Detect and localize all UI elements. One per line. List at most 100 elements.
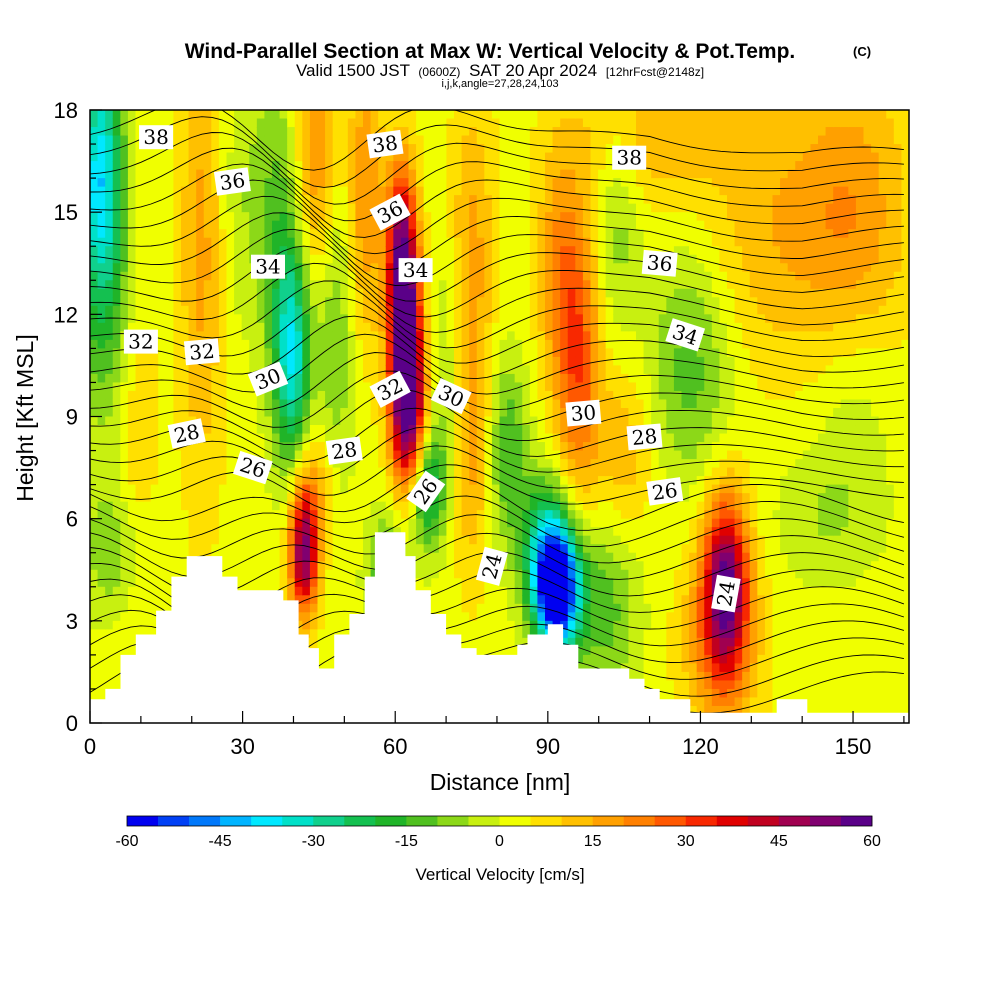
w-cell: [529, 552, 539, 562]
w-cell: [279, 518, 288, 528]
w-cell: [499, 118, 508, 128]
w-cell: [514, 118, 523, 128]
w-cell: [514, 152, 523, 162]
w-cell: [150, 246, 159, 256]
w-cell: [454, 271, 463, 281]
w-cell: [423, 407, 432, 418]
w-cell: [105, 399, 114, 409]
w-cell: [514, 229, 523, 239]
w-cell: [188, 118, 197, 128]
w-cell: [590, 586, 599, 596]
w-cell: [400, 339, 410, 349]
w-cell: [507, 501, 516, 511]
w-cell: [393, 442, 402, 452]
w-cell: [454, 331, 463, 341]
w-cell: [272, 314, 281, 324]
w-cell: [605, 459, 614, 469]
w-cell: [317, 442, 326, 452]
w-cell: [112, 373, 121, 384]
w-cell: [309, 595, 319, 605]
w-cell: [173, 229, 182, 239]
w-cell: [560, 161, 569, 171]
w-cell: [605, 339, 614, 349]
w-cell: [575, 271, 584, 281]
w-cell: [469, 467, 478, 477]
w-cell: [529, 561, 539, 571]
w-cell: [143, 254, 152, 264]
w-cell: [90, 646, 99, 656]
w-cell: [393, 305, 402, 315]
w-cell: [529, 484, 539, 494]
w-cell: [226, 484, 235, 494]
w-cell: [332, 135, 341, 145]
w-cell: [499, 152, 508, 162]
w-cell: [211, 118, 220, 128]
w-cell: [325, 646, 334, 656]
w-cell: [332, 569, 341, 579]
w-cell: [234, 127, 243, 137]
w-cell: [529, 339, 539, 349]
w-cell: [522, 407, 531, 418]
w-cell: [598, 246, 607, 256]
w-cell: [143, 501, 152, 511]
w-cell: [287, 314, 296, 324]
w-cell: [112, 271, 121, 281]
w-cell: [590, 663, 599, 673]
w-cell: [507, 390, 516, 401]
w-cell: [165, 288, 175, 298]
w-cell: [332, 322, 341, 332]
w-cell: [484, 407, 493, 418]
w-cell: [150, 382, 159, 392]
w-cell: [446, 161, 455, 171]
w-cell: [256, 297, 266, 307]
w-cell: [537, 314, 546, 324]
w-cell: [279, 552, 288, 562]
w-cell: [416, 212, 425, 222]
w-cell: [363, 544, 372, 554]
w-cell: [249, 127, 258, 137]
w-cell: [279, 399, 288, 409]
w-cell: [127, 544, 137, 554]
w-cell: [340, 339, 349, 349]
w-cell: [340, 484, 349, 494]
w-cell: [150, 442, 159, 452]
w-cell: [272, 110, 281, 120]
w-cell: [590, 561, 599, 571]
w-cell: [438, 237, 448, 247]
w-cell: [370, 118, 379, 128]
w-cell: [150, 561, 159, 571]
w-cell: [499, 110, 508, 120]
w-cell: [264, 339, 273, 349]
w-cell: [150, 416, 159, 426]
w-cell: [105, 220, 114, 230]
w-cell: [545, 118, 554, 128]
w-cell: [218, 254, 228, 264]
w-cell: [112, 425, 121, 435]
w-cell: [127, 280, 137, 290]
w-cell: [309, 501, 319, 511]
w-cell: [226, 552, 235, 562]
w-cell: [325, 271, 334, 281]
w-cell: [158, 280, 167, 290]
w-cell: [363, 203, 372, 213]
w-cell: [256, 484, 266, 494]
w-cell: [385, 254, 394, 264]
w-cell: [431, 442, 440, 452]
w-cell: [135, 373, 144, 384]
w-cell: [537, 407, 546, 418]
w-cell: [431, 144, 440, 154]
w-cell: [598, 339, 607, 349]
w-cell: [150, 518, 159, 528]
w-cell: [188, 305, 197, 315]
w-cell: [173, 254, 182, 264]
w-cell: [431, 331, 440, 341]
w-cell: [347, 518, 357, 528]
w-cell: [507, 442, 516, 452]
w-cell: [370, 561, 379, 571]
w-cell: [340, 271, 349, 281]
w-cell: [325, 203, 334, 213]
w-cell: [256, 450, 266, 460]
w-cell: [309, 518, 319, 528]
w-cell: [196, 144, 205, 154]
w-cell: [514, 425, 523, 435]
